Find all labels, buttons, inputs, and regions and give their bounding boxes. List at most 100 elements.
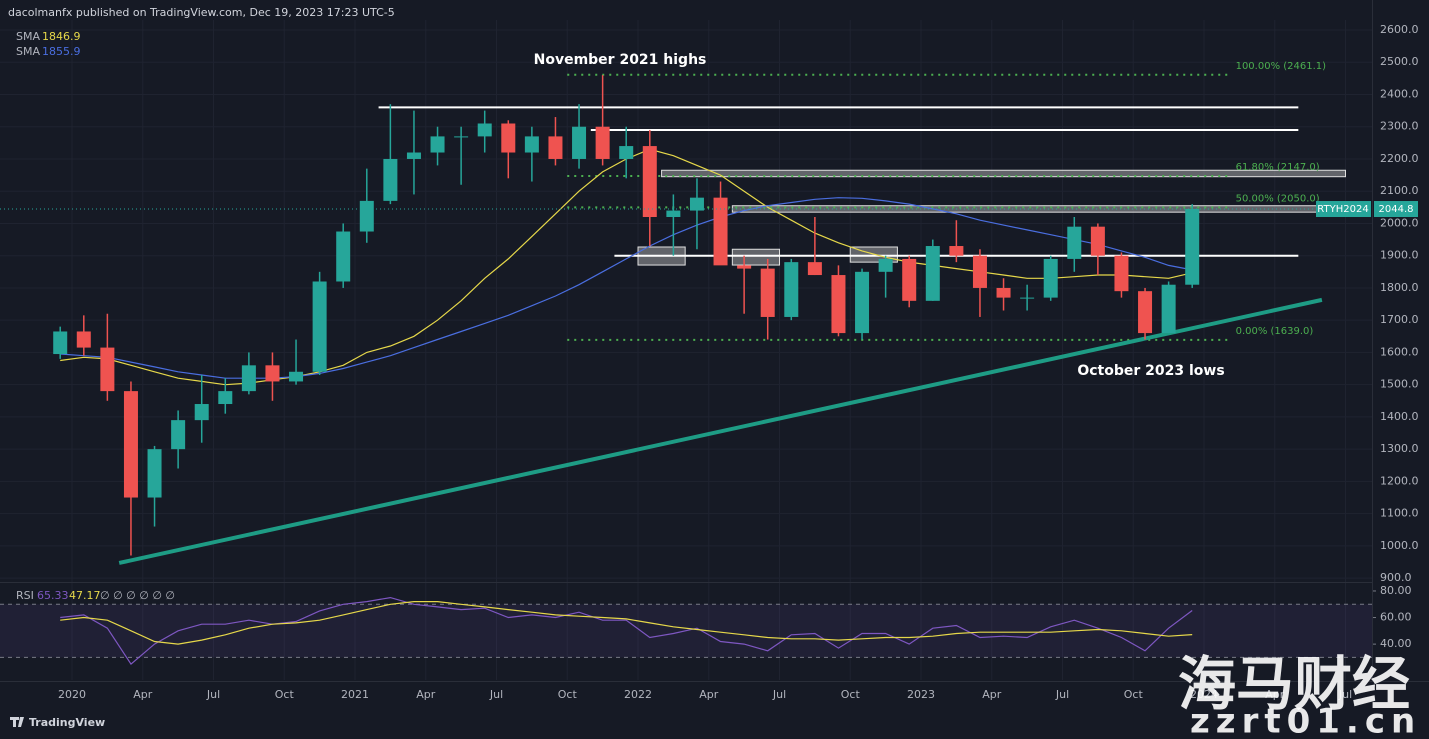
candle-body bbox=[689, 197, 704, 211]
x-tick-label: Apr bbox=[133, 688, 153, 701]
candle-body bbox=[760, 268, 775, 317]
y-tick-label: 2000.0 bbox=[1380, 216, 1419, 229]
candle-body bbox=[53, 331, 68, 355]
candle-body bbox=[1114, 255, 1129, 292]
x-tick-label: 2021 bbox=[341, 688, 369, 701]
candle-body bbox=[548, 136, 563, 159]
x-tick-label: Oct bbox=[275, 688, 295, 701]
candle-body bbox=[171, 420, 186, 450]
candle-body bbox=[831, 275, 846, 334]
rsi-name: RSI bbox=[16, 589, 34, 602]
candle-body bbox=[477, 123, 492, 137]
fib-label: 0.00% (1639.0) bbox=[1236, 326, 1314, 337]
sma-name: SMA bbox=[16, 30, 40, 43]
candle-body bbox=[194, 404, 209, 421]
y-tick-label: 2400.0 bbox=[1380, 87, 1419, 100]
y-tick-label: 1200.0 bbox=[1380, 474, 1419, 487]
x-tick-label: Jul bbox=[489, 688, 503, 701]
candle-body bbox=[595, 126, 610, 159]
candle-body bbox=[572, 126, 587, 159]
candle-body bbox=[289, 371, 304, 382]
x-tick-label: Oct bbox=[1124, 688, 1144, 701]
candle-body bbox=[925, 246, 940, 301]
candle-body bbox=[406, 152, 421, 159]
logo bbox=[10, 717, 24, 727]
x-tick-label: 2022 bbox=[624, 688, 652, 701]
x-tick-label: 2024 bbox=[1190, 688, 1218, 701]
candle-body bbox=[666, 210, 681, 218]
x-tick-label: Apr bbox=[982, 688, 1002, 701]
y-tick-label: 1300.0 bbox=[1380, 442, 1419, 455]
y-tick-label: 900.0 bbox=[1380, 571, 1412, 584]
price-tag bbox=[1374, 201, 1418, 218]
rsi-tick-label: 80.00 bbox=[1380, 584, 1412, 597]
candle-body bbox=[902, 258, 917, 301]
zone bbox=[661, 169, 1346, 178]
zone bbox=[731, 248, 780, 266]
candle-body bbox=[336, 231, 351, 282]
header: dacolmanfx published on TradingView.com,… bbox=[8, 6, 395, 19]
sma-name: SMA bbox=[16, 45, 40, 58]
candle-body bbox=[1043, 258, 1058, 298]
y-tick-label: 2100.0 bbox=[1380, 184, 1419, 197]
candle-body bbox=[241, 365, 256, 392]
y-tick-label: 2200.0 bbox=[1380, 152, 1419, 165]
y-tick-label: 1500.0 bbox=[1380, 378, 1419, 391]
candle-body bbox=[383, 158, 398, 201]
candle-body bbox=[312, 281, 327, 372]
rsi-tick-label: 40.00 bbox=[1380, 637, 1412, 650]
candle-body bbox=[123, 391, 138, 498]
x-tick-label: Oct bbox=[558, 688, 578, 701]
candle-body bbox=[218, 391, 233, 405]
rsi-value: 65.33 bbox=[37, 589, 69, 602]
y-tick-label: 1900.0 bbox=[1380, 249, 1419, 262]
x-tick-label: Apr bbox=[416, 688, 436, 701]
x-tick-label: 2020 bbox=[58, 688, 86, 701]
rsi-ma-line bbox=[60, 601, 1193, 645]
fib-label: 50.00% (2050.0) bbox=[1236, 193, 1320, 204]
candle-body bbox=[1020, 297, 1035, 299]
candle-body bbox=[642, 146, 657, 218]
y-tick-label: 1800.0 bbox=[1380, 281, 1419, 294]
y-tick-label: 1700.0 bbox=[1380, 313, 1419, 326]
candle-body bbox=[713, 197, 728, 266]
trendline bbox=[118, 297, 1323, 565]
x-tick-label: Jul bbox=[1055, 688, 1069, 701]
y-tick-label: 2300.0 bbox=[1380, 120, 1419, 133]
x-tick-label: Oct bbox=[841, 688, 861, 701]
candle-body bbox=[1067, 226, 1082, 259]
candle-body bbox=[147, 449, 162, 498]
annotation: November 2021 highs bbox=[534, 52, 707, 68]
y-tick-label: 1100.0 bbox=[1380, 507, 1419, 520]
sma-value: 1855.9 bbox=[42, 45, 81, 58]
x-tick-label: 2023 bbox=[907, 688, 935, 701]
price-label: 2044.8 bbox=[1379, 204, 1414, 215]
x-tick-label: Jul bbox=[772, 688, 786, 701]
candle-body bbox=[1138, 291, 1153, 334]
watermark-site: zzrt01.cn bbox=[1190, 702, 1421, 739]
candle-body bbox=[501, 123, 516, 153]
y-tick-label: 1600.0 bbox=[1380, 345, 1419, 358]
footer: TradingView bbox=[29, 716, 105, 729]
x-tick-label: Jul bbox=[206, 688, 220, 701]
x-tick-label: Apr bbox=[1265, 688, 1285, 701]
candle-body bbox=[807, 262, 822, 276]
rsi-ma-value: 47.17 bbox=[69, 589, 101, 602]
symbol-label: RTYH2024 bbox=[1317, 204, 1368, 215]
candle-body bbox=[100, 347, 115, 392]
rsi-tick-label: 60.00 bbox=[1380, 611, 1412, 624]
fib-label: 61.80% (2147.0) bbox=[1236, 162, 1320, 173]
candle-body bbox=[454, 136, 469, 138]
x-tick-label: Apr bbox=[699, 688, 719, 701]
candle-body bbox=[949, 246, 964, 256]
candle-body bbox=[784, 262, 799, 317]
candle-body bbox=[855, 271, 870, 334]
candle-body bbox=[1090, 226, 1105, 256]
rsi-extras: ∅ ∅ ∅ ∅ ∅ ∅ bbox=[100, 589, 175, 602]
watermark-title: 海马财经 bbox=[1178, 650, 1410, 718]
candle-body bbox=[430, 136, 445, 153]
candle-body bbox=[359, 200, 374, 232]
sma-value: 1846.9 bbox=[42, 30, 81, 43]
